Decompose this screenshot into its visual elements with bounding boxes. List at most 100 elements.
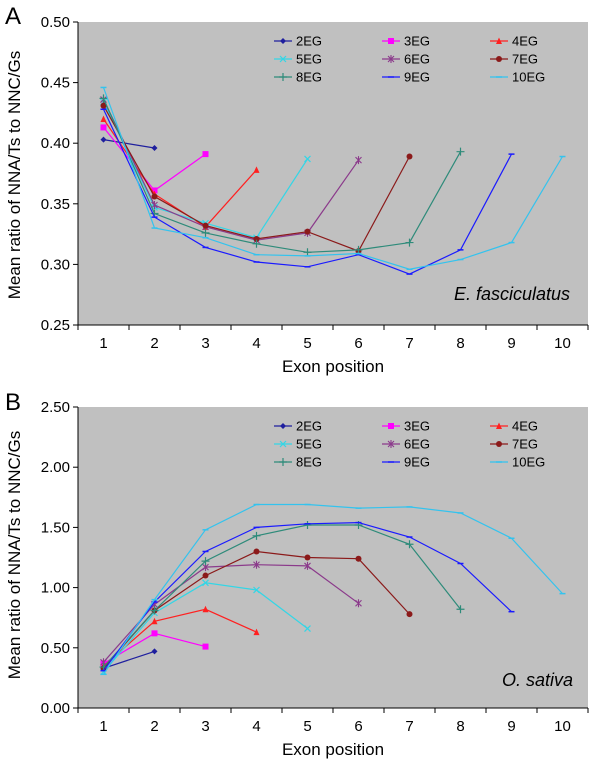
panel-a-x-tick-label: 10 (554, 335, 571, 352)
panel-b-series-8eg-point (303, 520, 312, 529)
panel-b-x-tick-label: 8 (456, 718, 464, 735)
panel-b-series-2eg-line (103, 650, 155, 669)
panel-a-legend-marker-8eg (279, 73, 287, 81)
panel-a-y-axis-title: Mean ratio of NNA/Ts to NNC/Gs (5, 51, 24, 299)
panel-b-y-axis-title: Mean ratio of NNA/Ts to NNC/Gs (5, 431, 24, 679)
panel-b-x-tick-label: 2 (150, 718, 158, 735)
panel-b-series-10eg (100, 503, 566, 676)
panel-b-legend-label-6eg: 6EG (404, 437, 430, 452)
panel-a-series-8eg-point (354, 245, 363, 254)
panel-b-legend-marker-5eg (279, 440, 287, 448)
panel-a-legend-label-8eg: 8EG (296, 70, 322, 85)
panel-b-series-8eg-point (405, 540, 414, 549)
panel-a-x-tick-label: 6 (354, 335, 362, 352)
panel-a-legend-label-9eg: 9EG (404, 70, 430, 85)
panel-a-y-tick-label: 0.35 (41, 196, 70, 213)
panel-a-x-tick-label: 5 (303, 335, 311, 352)
panel-a-label: A (5, 3, 21, 30)
panel-a-y-tick-label: 0.45 (41, 75, 70, 92)
panel-b-legend-item-7eg: 7EG (490, 437, 538, 452)
panel-a-x-tick-label: 1 (99, 335, 107, 352)
panel-a-legend-marker-3eg (388, 38, 394, 44)
panel-a-legend-marker-6eg (387, 55, 395, 63)
panel-b-legend-item-2eg: 2EG (274, 419, 322, 434)
panel-b-series-8eg-point (252, 531, 261, 540)
panel-a-species-label: E. fasciculatus (454, 284, 570, 304)
panel-a-y-tick-label: 0.50 (41, 14, 70, 31)
panel-a-legend-label-7eg: 7EG (512, 52, 538, 67)
panel-a-series-8eg-point (405, 238, 414, 247)
panel-b-series-5eg-point (202, 579, 209, 587)
panel-a-legend-marker-4eg (496, 37, 502, 44)
panel-a-y-tick-label: 0.40 (41, 135, 70, 152)
panel-b-legend-marker-8eg (279, 458, 287, 466)
panel-b-series-9eg (100, 521, 515, 672)
panel-a-series-7eg-point (151, 193, 158, 200)
panel-a-series-8eg-point (99, 94, 108, 103)
panel-b-legend-marker-7eg (496, 441, 502, 447)
panel-b-series-4eg-line (103, 608, 257, 667)
panel-b-legend-item-6eg: 6EG (382, 437, 430, 452)
panel-b-x-tick-label: 9 (507, 718, 515, 735)
panel-a-legend-item-9eg: 9EG (382, 70, 430, 85)
panel-a-series-8eg-point (252, 239, 261, 248)
panel-b-series-4eg-point (151, 617, 158, 625)
panel-a-x-tick-label: 8 (456, 335, 464, 352)
panel-b-legend-label-8eg: 8EG (296, 455, 322, 470)
panel-a-series-7eg-point (304, 228, 311, 235)
panel-b-legend-item-8eg: 8EG (274, 455, 322, 470)
panel-a-series-8eg-point (303, 248, 312, 257)
panel-b-series-5eg-point (304, 625, 311, 632)
panel-b-x-tick-label: 4 (252, 718, 260, 735)
panel-b-y-tick-label: 2.50 (41, 399, 70, 416)
panel-b-series-3eg-point (151, 630, 158, 637)
panel-b-series-7eg-point (406, 611, 413, 618)
panel-b-species-label: O. sativa (502, 670, 573, 690)
panel-b-series-7eg-point (355, 555, 362, 562)
panel-b-series-6eg-point (304, 561, 311, 570)
panel-b-x-tick-label: 6 (354, 718, 362, 735)
panel-b-legend-label-7eg: 7EG (512, 437, 538, 452)
panel-a-legend-item-10eg: 10EG (490, 70, 545, 85)
panel-a-series-4eg-point (253, 166, 260, 173)
panel-b-x-tick-label: 7 (405, 718, 413, 735)
panel-a-series-8eg-point (456, 147, 465, 156)
panel-b-y-tick-label: 0.50 (41, 640, 70, 657)
panel-a-legend-label-3eg: 3EG (404, 34, 430, 49)
panel-a-series-7eg-point (406, 153, 413, 160)
panel-b-series-8eg (99, 520, 465, 672)
panel-a-series-9eg (100, 108, 515, 275)
panel-b-series-7eg-point (253, 548, 260, 555)
panel-b-y-tick-label: 0.00 (41, 700, 70, 717)
panel-b-legend-item-9eg: 9EG (382, 455, 430, 470)
panel-b-x-axis-title: Exon position (282, 740, 384, 759)
panel-a-series-5eg-point (304, 155, 311, 163)
panel-a-legend-label-5eg: 5EG (296, 52, 322, 67)
panel-b-series-8eg-point (201, 557, 210, 566)
panel-a-series-3eg-point (151, 187, 158, 194)
panel-a-legend-label-6eg: 6EG (404, 52, 430, 67)
panel-b: 0.00 0.50 1.00 1.50 2.00 2.50 1 2 3 4 5 6 7 8 9 10 Exon … (5, 389, 589, 759)
panel-b-legend-label-4eg: 4EG (512, 419, 538, 434)
panel-b-series-3eg-point (202, 643, 209, 650)
panel-a-legend-item-4eg: 4EG (490, 34, 538, 49)
panel-a-series-8eg-line (102, 98, 462, 253)
panel-b-x-tick-label: 5 (303, 718, 311, 735)
panel-a-x-tick-label: 7 (405, 335, 413, 352)
panel-b-series-10eg-line (103, 503, 563, 675)
panel-a-series-2eg (100, 136, 158, 152)
panel-b-y-tick-label: 1.00 (41, 580, 70, 597)
panel-a-series-3eg (100, 124, 209, 194)
panel-b-legend-label-10eg: 10EG (512, 455, 545, 470)
panel-b-legend: 2EG 3EG 4EG 5EG 6EG 7EG 8EG 9EG 10EG (274, 419, 545, 470)
panel-a-plot-area (78, 22, 588, 325)
panel-b-label: B (5, 389, 21, 416)
panel-a-series-4eg-point (100, 115, 107, 122)
panel-a-legend-item-2eg: 2EG (274, 34, 322, 49)
panel-a-legend-marker-5eg (279, 55, 287, 63)
panel-b-legend-item-5eg: 5EG (274, 437, 322, 452)
panel-b-series-7eg-point (202, 572, 209, 579)
panel-a-legend-item-7eg: 7EG (490, 52, 538, 67)
panel-a-series-3eg-point (202, 151, 209, 158)
